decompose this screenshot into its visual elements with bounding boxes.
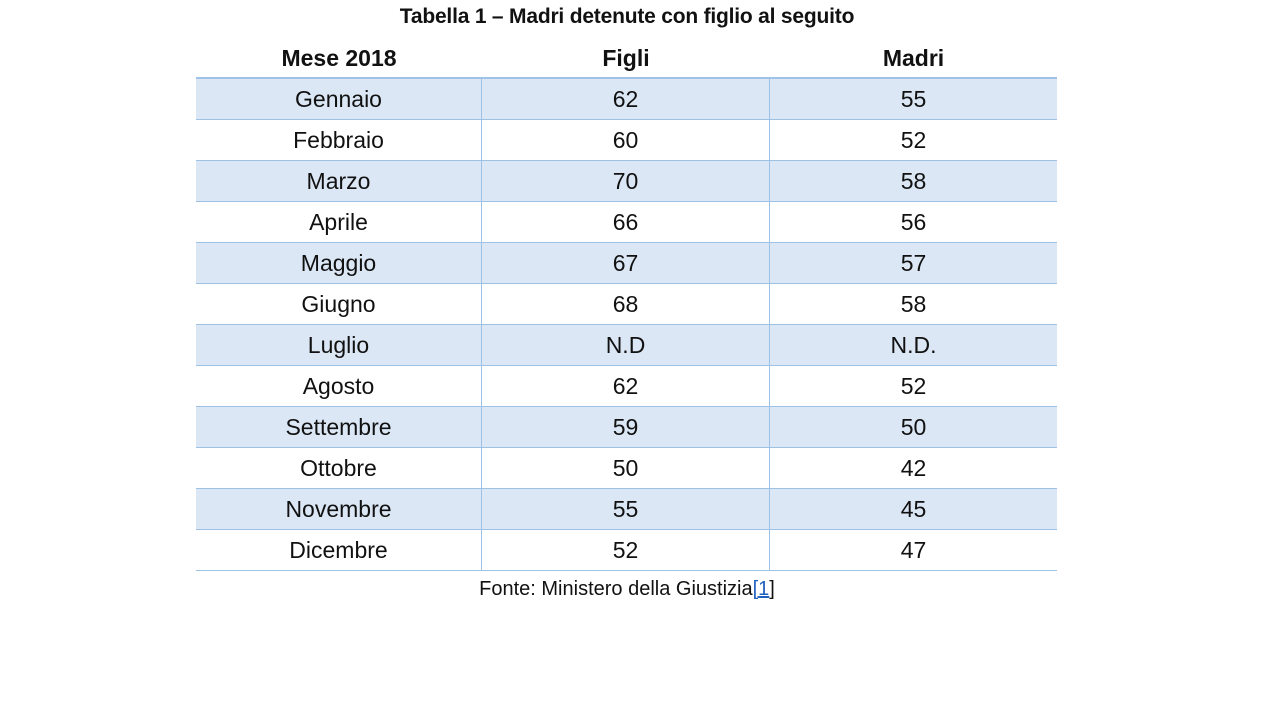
table-row: Novembre 55 45 xyxy=(196,489,1057,530)
cell-mothers: N.D. xyxy=(890,331,937,358)
cell-mothers: 56 xyxy=(900,208,927,235)
cell-children: N.D xyxy=(482,325,770,365)
cell-month: Gennaio xyxy=(196,79,482,119)
cell-children: 50 xyxy=(482,448,770,488)
table-row: Giugno 68 58 xyxy=(196,284,1057,325)
cell-month: Settembre xyxy=(196,407,482,447)
table-body: Gennaio 62 55 Febbraio 60 52 Marzo 70 58 Aprile 66… xyxy=(196,79,1057,571)
table-row: Marzo 70 58 xyxy=(196,161,1057,202)
cell-children: 67 xyxy=(482,243,770,283)
cell-month: Agosto xyxy=(196,366,482,406)
table-row: Agosto 62 52 xyxy=(196,366,1057,407)
cell-mothers: 58 xyxy=(900,290,927,317)
cell-mothers: 58 xyxy=(900,167,927,194)
data-table: Mese 2018 Figli Madri Gennaio 62 55 Febbrai… xyxy=(196,40,1057,571)
cell-month: Maggio xyxy=(196,243,482,283)
cell-mothers: 45 xyxy=(900,495,927,522)
cell-children: 62 xyxy=(482,79,770,119)
cell-children: 59 xyxy=(482,407,770,447)
cell-children: 55 xyxy=(482,489,770,529)
footnote-close-bracket: ] xyxy=(769,578,775,600)
table-row: Dicembre 52 47 xyxy=(196,530,1057,571)
cell-children: 66 xyxy=(482,202,770,242)
cell-month: Giugno xyxy=(196,284,482,324)
source-text: Fonte: Ministero della Giustizia xyxy=(479,578,753,600)
column-header-month: Mese 2018 xyxy=(281,45,397,71)
cell-mothers: 50 xyxy=(900,413,927,440)
cell-children: 62 xyxy=(482,366,770,406)
column-header-children: Figli xyxy=(602,45,650,71)
cell-children: 60 xyxy=(482,120,770,160)
cell-month: Marzo xyxy=(196,161,482,201)
source-note: Fonte: Ministero della Giustizia[1] xyxy=(0,578,1254,601)
cell-mothers: 57 xyxy=(900,249,927,276)
table-row: Maggio 67 57 xyxy=(196,243,1057,284)
table-row: Luglio N.D N.D. xyxy=(196,325,1057,366)
cell-mothers: 55 xyxy=(900,85,927,112)
cell-month: Luglio xyxy=(196,325,482,365)
cell-mothers: 52 xyxy=(900,372,927,399)
cell-month: Aprile xyxy=(196,202,482,242)
table-title: Tabella 1 – Madri detenute con figlio al… xyxy=(399,5,855,28)
cell-mothers: 52 xyxy=(900,126,927,153)
table-row: Febbraio 60 52 xyxy=(196,120,1057,161)
cell-children: 52 xyxy=(482,530,770,570)
cell-mothers: 42 xyxy=(900,454,927,481)
table-row: Aprile 66 56 xyxy=(196,202,1057,243)
table-row: Ottobre 50 42 xyxy=(196,448,1057,489)
footnote-link[interactable]: [1 xyxy=(753,578,770,600)
cell-month: Dicembre xyxy=(196,530,482,570)
cell-month: Novembre xyxy=(196,489,482,529)
cell-month: Febbraio xyxy=(196,120,482,160)
cell-children: 70 xyxy=(482,161,770,201)
table-header: Mese 2018 Figli Madri xyxy=(196,40,1057,79)
column-header-mothers: Madri xyxy=(882,45,945,71)
cell-children: 68 xyxy=(482,284,770,324)
footnote-open-bracket: [ xyxy=(752,578,759,600)
table-row: Gennaio 62 55 xyxy=(196,79,1057,120)
table-row: Settembre 59 50 xyxy=(196,407,1057,448)
cell-month: Ottobre xyxy=(196,448,482,488)
footnote-number: 1 xyxy=(758,578,770,600)
cell-mothers: 47 xyxy=(900,536,927,563)
